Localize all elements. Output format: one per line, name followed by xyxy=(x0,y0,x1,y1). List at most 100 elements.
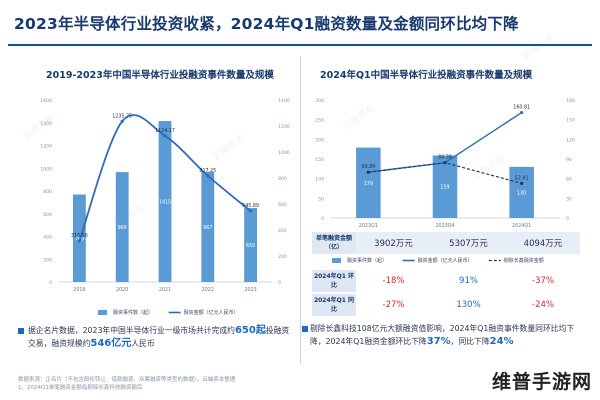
y-left-tick-label: 600 xyxy=(43,212,52,218)
y-right-tick-label: 180 xyxy=(566,98,575,104)
x-tick-label: 2020 xyxy=(116,287,128,293)
row-header: 单笔融资金额（亿） xyxy=(312,232,356,254)
bar xyxy=(432,155,458,218)
cell-value: 3902万元 xyxy=(374,239,413,249)
y-left-tick-label: 150 xyxy=(315,157,324,163)
y-left-tick-label: 250 xyxy=(315,118,324,124)
bar xyxy=(158,121,172,282)
line-value-label: 160.81 xyxy=(513,105,530,111)
y-right-tick-label: 60 xyxy=(566,177,572,183)
y-right-tick-label: 200 xyxy=(278,254,287,260)
y-left-tick-label: 300 xyxy=(315,98,324,104)
table-row-yoy: 2024年Q1 环比 -18% 91% -37% xyxy=(312,270,580,292)
y-left-tick-label: 0 xyxy=(321,216,324,222)
source-line: 数据来源：企名片（不包含股权转让、借款融资、众筹融资等类型的数据），云岫资本整理 xyxy=(18,377,236,383)
cell-value: -18% xyxy=(382,276,405,286)
legend-label: 融资金额（亿元人民币） xyxy=(184,309,239,316)
line-point xyxy=(206,174,210,178)
y-left-tick-label: 400 xyxy=(43,235,52,241)
note-highlight: 650起 xyxy=(234,325,266,336)
note-text: 投融资交易，融资规模约 xyxy=(28,326,290,348)
cell-value: 91% xyxy=(459,276,478,286)
line-value-label: 1235.75 xyxy=(112,113,132,119)
y-right-tick-label: 1400 xyxy=(278,98,290,104)
x-tick-label: 2023Q4 xyxy=(435,223,454,229)
x-tick-label: 2022 xyxy=(202,287,214,293)
line-point xyxy=(77,239,81,243)
site-logo: 维普手游网 xyxy=(491,371,592,393)
x-tick-label: 2024Q1 xyxy=(512,223,531,229)
line-value-label: 316.56 xyxy=(71,233,88,239)
dashed-line-point xyxy=(366,170,370,174)
table-row-avg: 单笔融资金额（亿） 3902万元 5307万元 4094万元 xyxy=(312,232,580,254)
y-left-tick-label: 1400 xyxy=(40,121,52,127)
bullet-marker xyxy=(302,326,308,332)
y-left-tick-label: 50 xyxy=(318,196,324,202)
left-note: 据企名片数据，2023年中国半导体行业一级市场共计完成约650起投融资交易，融资… xyxy=(28,324,296,350)
legend-swatch-bar xyxy=(98,310,107,315)
x-tick-label: 2023 xyxy=(244,287,256,293)
bar-value-label: 967 xyxy=(203,225,212,231)
bar-value-label: 1415 xyxy=(159,200,171,206)
source-note: 数据来源：企名片（不包含股权转让、借款融资、众筹融资等类型的数据），云岫资本整理… xyxy=(18,376,235,392)
y-left-tick-label: 1200 xyxy=(40,144,52,150)
y-left-tick-label: 200 xyxy=(43,257,52,263)
bar-value-label: 179 xyxy=(364,181,373,187)
y-right-tick-label: 1200 xyxy=(278,124,290,130)
series-line xyxy=(78,114,252,242)
y-right-tick-label: 800 xyxy=(278,176,287,182)
y-right-tick-label: 400 xyxy=(278,228,287,234)
line-value-label: 545.89 xyxy=(242,203,259,209)
dashed-line-point xyxy=(520,181,524,185)
note-text: ，同比下降 xyxy=(450,337,490,346)
cell-value: -24% xyxy=(532,300,554,310)
panel-divider xyxy=(300,56,301,364)
y-left-tick-label: 800 xyxy=(43,189,52,195)
y-right-tick-label: 1000 xyxy=(278,150,290,156)
cell-value: -37% xyxy=(532,276,554,286)
y-left-tick-label: 1000 xyxy=(40,166,52,172)
x-tick-label: 2021 xyxy=(159,287,171,293)
y-right-tick-label: 120 xyxy=(566,137,575,143)
dashed-line-point xyxy=(443,161,447,165)
right-note: 剔除长鑫科技108亿元大额融资值影响，2024年Q1融资事件数量同环比均下降，2… xyxy=(310,322,582,348)
bar xyxy=(244,208,258,282)
note-text: 剔除长鑫科技108亿元大额融资值影响，2024年Q1融资事件数量同环比均下降，2… xyxy=(310,324,575,346)
row-header: 2024年Q1 同比 xyxy=(312,294,356,316)
line-point xyxy=(520,110,524,115)
note-highlight: 24% xyxy=(489,336,514,347)
line-value-label: 817.25 xyxy=(199,168,216,174)
legend-swatch-bar xyxy=(332,258,341,263)
bar-value-label: 966 xyxy=(118,225,127,231)
left-chart-title: 2019-2023年中国半导体行业投融资事件数量及规模 xyxy=(46,70,274,81)
y-right-tick-label: 0 xyxy=(278,280,281,286)
note-highlight: 37% xyxy=(426,336,451,347)
cell-value: 130% xyxy=(456,300,481,310)
bar xyxy=(356,147,381,218)
cell-value: -27% xyxy=(382,300,405,310)
line-point xyxy=(249,209,253,213)
legend-label: 融资事件数（起） xyxy=(347,257,387,264)
legend-label: 融资事件数（起） xyxy=(113,309,153,316)
bar-value-label: 159 xyxy=(440,185,449,191)
bar xyxy=(201,172,215,282)
line-value-label: 84.38 xyxy=(438,155,452,161)
line-point xyxy=(163,134,167,138)
y-left-tick-label: 100 xyxy=(315,177,324,183)
bar xyxy=(115,172,129,282)
page-title: 2023年半导体行业投资收紧，2024年Q1融资数量及金额同环比均下降 xyxy=(14,15,519,33)
legend-label: 融资金额（亿元人民币） xyxy=(418,257,473,264)
note-text: 据企名片数据，2023年中国半导体行业一级市场共计完成约 xyxy=(28,326,235,335)
y-right-tick-label: 600 xyxy=(278,202,287,208)
line-point xyxy=(120,119,124,123)
bullet-marker xyxy=(18,328,24,334)
note-highlight: 546亿元 xyxy=(90,338,132,349)
cell-value: 5307万元 xyxy=(449,239,488,249)
y-right-tick-label: 90 xyxy=(566,157,572,163)
y-right-tick-label: 0 xyxy=(566,216,569,222)
y-left-tick-label: 0 xyxy=(49,280,52,286)
y-right-tick-label: 150 xyxy=(566,118,575,124)
cell-value: 4094万元 xyxy=(523,239,563,249)
